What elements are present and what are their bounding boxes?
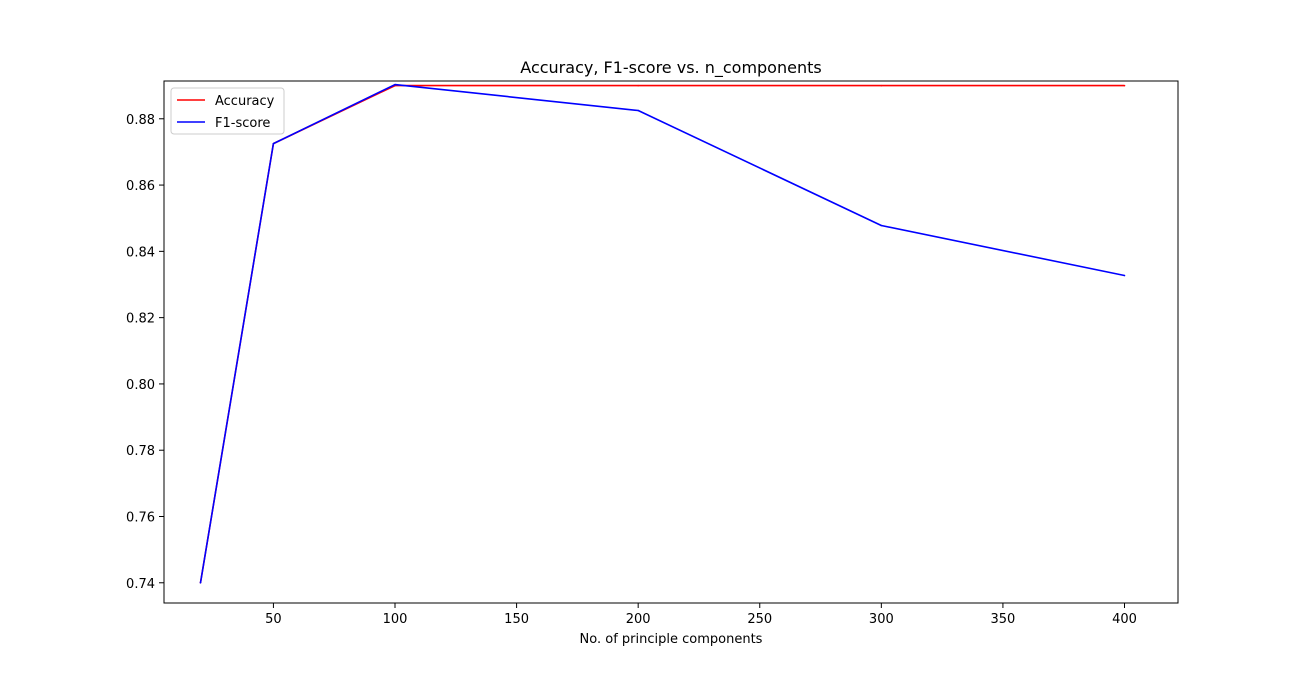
y-tick-label: 0.78 xyxy=(126,444,155,459)
plot-frame xyxy=(163,80,1179,604)
data-point xyxy=(1123,84,1126,87)
data-point xyxy=(272,142,275,145)
data-point xyxy=(880,224,883,227)
x-tick-label: 50 xyxy=(265,612,282,627)
y-axis: 0.74 0.76 0.78 0.80 0.82 0.84 0.86 0.88 xyxy=(126,113,164,592)
y-tick-label: 0.84 xyxy=(126,245,155,260)
y-tick-label: 0.88 xyxy=(126,113,155,128)
x-tick-label: 300 xyxy=(869,612,894,627)
x-axis-label: No. of principle components xyxy=(580,632,763,647)
data-point xyxy=(637,109,639,112)
x-tick-label: 150 xyxy=(504,612,529,627)
data-point xyxy=(637,84,639,87)
chart-title: Accuracy, F1-score vs. n_components xyxy=(520,58,821,78)
x-tick-label: 250 xyxy=(747,612,772,627)
y-tick-label: 0.82 xyxy=(126,312,155,327)
legend-label: F1-score xyxy=(215,116,270,131)
x-axis: 50 100 150 200 250 300 350 400 xyxy=(265,603,1137,627)
data-point xyxy=(394,83,396,86)
series-layer xyxy=(199,83,1126,584)
y-tick-label: 0.76 xyxy=(126,510,155,525)
y-tick-label: 0.74 xyxy=(126,577,155,592)
y-tick-label: 0.86 xyxy=(126,179,155,194)
x-tick-label: 400 xyxy=(1112,612,1137,627)
x-tick-label: 350 xyxy=(991,612,1016,627)
y-tick-label: 0.80 xyxy=(126,378,155,393)
legend: Accuracy F1-score xyxy=(170,87,285,135)
data-point xyxy=(199,581,202,584)
x-tick-label: 100 xyxy=(383,612,408,627)
legend-label: Accuracy xyxy=(215,94,275,109)
series-line-f1-score xyxy=(199,83,1125,583)
data-point xyxy=(880,84,883,87)
x-tick-label: 200 xyxy=(626,612,651,627)
data-point xyxy=(1123,274,1126,277)
